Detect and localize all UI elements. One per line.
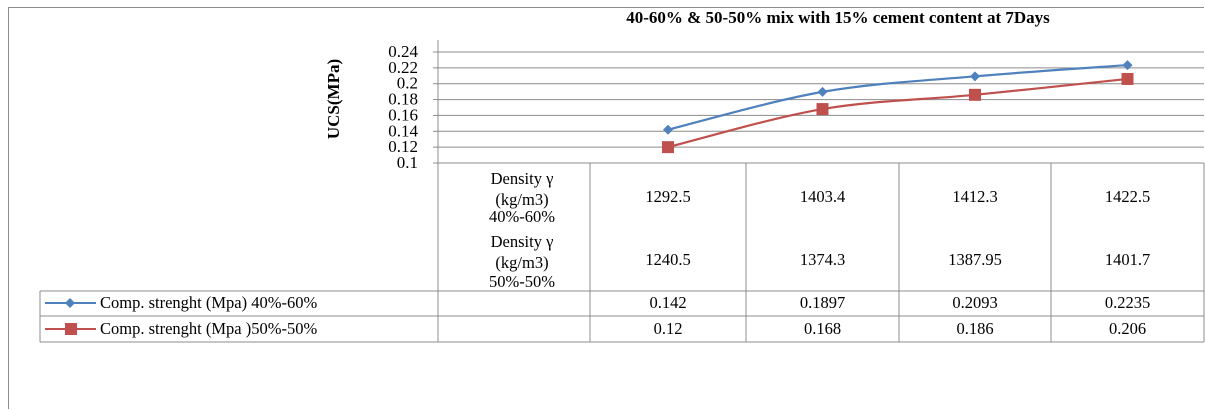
category-value: 1401.7 <box>1105 250 1150 269</box>
legend-label: Comp. strenght (Mpa )50%-50% <box>100 319 317 338</box>
category-value: 1403.4 <box>800 187 845 206</box>
data-point-square <box>662 141 674 154</box>
category-value: 1412.3 <box>952 187 997 206</box>
y-tick-label: 0.2 <box>397 74 418 93</box>
category-row-label: 50%-50% <box>489 272 555 291</box>
series-value: 0.1897 <box>800 293 845 312</box>
data-point-diamond <box>663 124 673 135</box>
series-value: 0.168 <box>804 319 841 338</box>
category-value: 1374.3 <box>800 250 845 269</box>
category-row-label: (kg/m3) <box>495 190 548 209</box>
series-value: 0.142 <box>649 293 686 312</box>
legend-label: Comp. strenght (Mpa) 40%-60% <box>100 293 317 312</box>
gridlines <box>433 40 1204 164</box>
series-line <box>667 63 1128 131</box>
legend-marker-diamond <box>65 298 75 308</box>
data-point-diamond <box>970 71 980 82</box>
y-tick-label: 0.18 <box>388 90 418 109</box>
data-point-square <box>816 103 829 116</box>
chart-frame <box>8 7 1204 409</box>
category-value: 1240.5 <box>645 250 690 269</box>
category-value: 1292.5 <box>645 187 690 206</box>
series-value: 0.12 <box>654 319 683 338</box>
y-tick-label: 0.1 <box>397 153 418 172</box>
legend-marker-square <box>65 323 77 335</box>
y-tick-label: 0.16 <box>388 105 418 124</box>
series-line <box>667 77 1128 149</box>
data-table <box>39 162 1205 343</box>
series-value: 0.2235 <box>1105 293 1150 312</box>
category-row-label: 40%-60% <box>489 207 555 226</box>
series-value: 0.2093 <box>952 293 997 312</box>
y-tick-label: 0.22 <box>388 58 418 77</box>
y-tick-label: 0.14 <box>388 121 418 140</box>
data-point-square <box>1121 72 1134 85</box>
category-row-label: Density γ <box>491 169 554 188</box>
chart-text: 40-60% & 50-50% mix with 15% cement cont… <box>100 8 1150 338</box>
y-axis-label: UCS(MPa) <box>324 59 343 139</box>
y-tick-label: 0.12 <box>388 137 418 156</box>
series-value: 0.186 <box>956 319 993 338</box>
series-lines <box>662 60 1134 154</box>
category-value: 1422.5 <box>1105 187 1150 206</box>
series-value: 0.206 <box>1109 319 1146 338</box>
data-point-diamond <box>1122 60 1133 71</box>
category-value: 1387.95 <box>948 250 1002 269</box>
data-point-square <box>969 88 981 101</box>
data-point-diamond <box>817 86 828 97</box>
category-row-label: (kg/m3) <box>495 253 548 272</box>
chart-title: 40-60% & 50-50% mix with 15% cement cont… <box>626 8 1050 27</box>
category-row-label: Density γ <box>491 232 554 251</box>
y-tick-label: 0.24 <box>388 42 418 61</box>
